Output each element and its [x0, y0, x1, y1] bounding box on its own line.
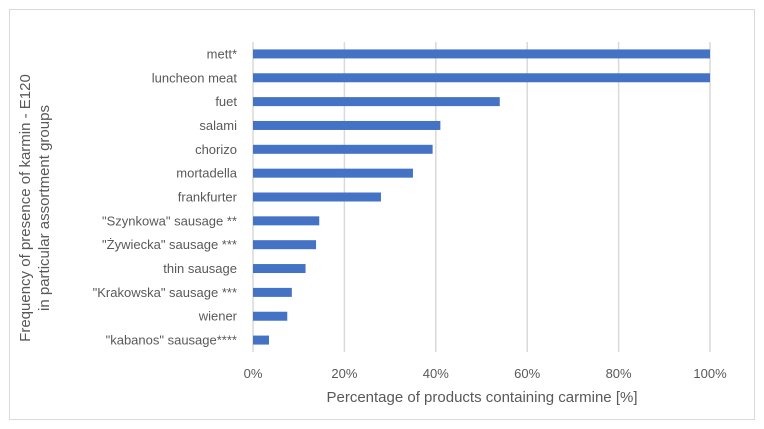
bars — [253, 49, 710, 345]
bar — [253, 49, 710, 59]
category-label: mett* — [207, 46, 237, 61]
bar — [253, 168, 413, 178]
bar — [253, 97, 500, 107]
bar — [253, 144, 433, 154]
x-tick-label: 20% — [331, 366, 357, 381]
x-tick-labels: 0% 20% 40% 60% 80% 100% — [244, 366, 727, 381]
bar — [253, 73, 710, 83]
category-label: chorizo — [195, 142, 237, 157]
category-label: wiener — [198, 309, 238, 324]
bar — [253, 120, 441, 130]
y-axis-title-group: Frequency of presence of karmin - E120 i… — [17, 74, 53, 342]
y-axis-title-line-1: Frequency of presence of karmin - E120 — [17, 74, 34, 342]
category-label: "kabanos" sausage**** — [106, 333, 237, 348]
x-tick-label: 0% — [244, 366, 263, 381]
category-label: frankfurter — [178, 190, 238, 205]
bar — [253, 311, 288, 321]
x-tick-label: 80% — [606, 366, 632, 381]
gridlines — [252, 42, 711, 352]
category-labels: mett* luncheon meat fuet salami chorizo morta… — [93, 46, 238, 347]
x-tick-label: 100% — [693, 366, 727, 381]
x-tick-label: 40% — [423, 366, 449, 381]
x-axis-title: Percentage of products containing carmin… — [326, 389, 637, 406]
bar — [253, 264, 306, 274]
bar — [253, 335, 269, 345]
category-label: salami — [199, 118, 237, 133]
bar — [253, 240, 317, 250]
category-label: "Krakowska" sausage *** — [93, 285, 237, 300]
category-label: "Żywiecka" sausage *** — [102, 237, 237, 252]
category-label: thin sausage — [163, 261, 237, 276]
bar — [253, 287, 292, 297]
x-tick-label: 60% — [514, 366, 540, 381]
bar — [253, 192, 381, 202]
category-label: fuet — [215, 94, 237, 109]
category-label: "Szynkowa" sausage ** — [102, 213, 237, 228]
bar — [253, 216, 320, 226]
category-label: mortadella — [176, 166, 237, 181]
y-axis-title-line-2: in particular assortment groups — [36, 105, 53, 311]
category-label: luncheon meat — [152, 70, 238, 85]
